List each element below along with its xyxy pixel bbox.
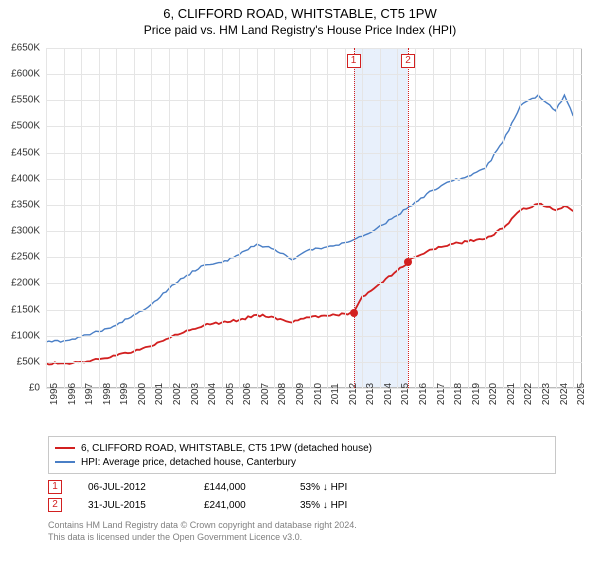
ytick-label: £250K — [2, 252, 40, 263]
xtick-label: 2007 — [260, 383, 271, 405]
xtick-label: 2014 — [383, 383, 394, 405]
legend-item-hpi: HPI: Average price, detached house, Cant… — [55, 455, 549, 469]
xtick-label: 2011 — [330, 383, 341, 405]
xtick-label: 2022 — [523, 383, 534, 405]
xtick-label: 2009 — [295, 383, 306, 405]
xtick-label: 2008 — [277, 383, 288, 405]
xtick-label: 2006 — [242, 383, 253, 405]
ytick-label: £400K — [2, 173, 40, 184]
xtick-label: 2015 — [400, 383, 411, 405]
ytick-label: £650K — [2, 43, 40, 54]
data-point — [404, 258, 412, 266]
ytick-label: £50K — [2, 356, 40, 367]
page-title: 6, CLIFFORD ROAD, WHITSTABLE, CT5 1PW — [0, 6, 600, 21]
legend: 6, CLIFFORD ROAD, WHITSTABLE, CT5 1PW (d… — [48, 436, 556, 474]
ytick-label: £600K — [2, 69, 40, 80]
event-marker: 1 — [347, 54, 361, 68]
legend-item-property: 6, CLIFFORD ROAD, WHITSTABLE, CT5 1PW (d… — [55, 441, 549, 455]
chart: £0 £50K £100K £150K £200K £250K £300K £350K £400… — [0, 48, 600, 428]
ytick-label: £0 — [2, 383, 40, 394]
xtick-label: 2020 — [488, 383, 499, 405]
xtick-label: 2019 — [471, 383, 482, 405]
transaction-price: £241,000 — [204, 500, 274, 511]
ytick-label: £450K — [2, 147, 40, 158]
event-marker: 2 — [401, 54, 415, 68]
ytick-label: £150K — [2, 304, 40, 315]
xtick-label: 2010 — [313, 383, 324, 405]
legend-label-hpi: HPI: Average price, detached house, Cant… — [81, 457, 296, 468]
xtick-label: 2017 — [436, 383, 447, 405]
legend-label-property: 6, CLIFFORD ROAD, WHITSTABLE, CT5 1PW (d… — [81, 443, 372, 454]
ytick-label: £550K — [2, 95, 40, 106]
footer-line: Contains HM Land Registry data © Crown c… — [48, 520, 556, 532]
ytick-label: £500K — [2, 121, 40, 132]
transaction-date: 06-JUL-2012 — [88, 482, 178, 493]
event-line — [354, 48, 355, 388]
footer: Contains HM Land Registry data © Crown c… — [48, 520, 556, 543]
transaction-delta: 53% ↓ HPI — [300, 482, 347, 493]
transaction-price: £144,000 — [204, 482, 274, 493]
xtick-label: 2024 — [559, 383, 570, 405]
xtick-label: 2002 — [172, 383, 183, 405]
transaction-marker: 2 — [48, 498, 62, 512]
transaction-delta: 35% ↓ HPI — [300, 500, 347, 511]
ytick-label: £200K — [2, 278, 40, 289]
transaction-date: 31-JUL-2015 — [88, 500, 178, 511]
xtick-label: 1996 — [67, 383, 78, 405]
xtick-label: 2013 — [365, 383, 376, 405]
xtick-label: 1997 — [84, 383, 95, 405]
transactions: 1 06-JUL-2012 £144,000 53% ↓ HPI 2 31-JU… — [48, 478, 556, 514]
xtick-label: 2005 — [225, 383, 236, 405]
xtick-label: 2000 — [137, 383, 148, 405]
xtick-label: 2021 — [506, 383, 517, 405]
page-subtitle: Price paid vs. HM Land Registry's House … — [0, 23, 600, 37]
xtick-label: 2018 — [453, 383, 464, 405]
event-line — [408, 48, 409, 388]
legend-swatch-property — [55, 447, 75, 449]
data-point — [350, 309, 358, 317]
ytick-label: £300K — [2, 226, 40, 237]
ytick-label: £350K — [2, 199, 40, 210]
xtick-label: 1995 — [49, 383, 60, 405]
transaction-marker: 1 — [48, 480, 62, 494]
footer-line: This data is licensed under the Open Gov… — [48, 532, 556, 544]
xtick-label: 2016 — [418, 383, 429, 405]
xtick-label: 2003 — [190, 383, 201, 405]
xtick-label: 2001 — [154, 383, 165, 405]
chart-lines — [0, 48, 600, 438]
xtick-label: 1999 — [119, 383, 130, 405]
xtick-label: 1998 — [102, 383, 113, 405]
transaction-row: 2 31-JUL-2015 £241,000 35% ↓ HPI — [48, 496, 556, 514]
legend-swatch-hpi — [55, 461, 75, 463]
xtick-label: 2004 — [207, 383, 218, 405]
xtick-label: 2025 — [576, 383, 587, 405]
xtick-label: 2023 — [541, 383, 552, 405]
ytick-label: £100K — [2, 330, 40, 341]
transaction-row: 1 06-JUL-2012 £144,000 53% ↓ HPI — [48, 478, 556, 496]
